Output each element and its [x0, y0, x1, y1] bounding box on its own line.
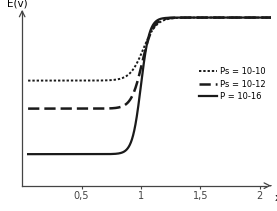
Line: Ps = 10-12: Ps = 10-12: [28, 18, 271, 109]
Line: Ps = 10-10: Ps = 10-10: [28, 18, 271, 81]
Ps = 10-10: [239, 16, 242, 19]
Ps = 10-12: [54, 107, 58, 110]
P = 10-16: [120, 151, 123, 154]
P = 10-16: [270, 16, 273, 19]
Ps = 10-10: [120, 77, 123, 80]
Text: x: x: [275, 193, 277, 203]
Ps = 10-12: [265, 16, 268, 19]
P = 10-16: [265, 16, 268, 19]
Ps = 10-10: [270, 16, 273, 19]
P = 10-16: [54, 153, 58, 156]
Ps = 10-10: [69, 79, 72, 82]
Ps = 10-10: [26, 79, 30, 82]
Ps = 10-10: [54, 79, 58, 82]
Ps = 10-12: [26, 107, 30, 110]
Ps = 10-12: [130, 95, 134, 98]
Ps = 10-10: [265, 16, 268, 19]
P = 10-16: [26, 153, 30, 156]
Ps = 10-12: [69, 107, 72, 110]
Ps = 10-10: [130, 70, 134, 72]
Ps = 10-12: [239, 16, 242, 19]
P = 10-16: [239, 16, 242, 19]
P = 10-16: [130, 138, 134, 141]
Legend: Ps = 10-10, Ps = 10-12, P = 10-16: Ps = 10-10, Ps = 10-12, P = 10-16: [199, 67, 266, 101]
P = 10-16: [69, 153, 72, 156]
Text: E(v): E(v): [7, 0, 28, 9]
Ps = 10-12: [120, 106, 123, 108]
Line: P = 10-16: P = 10-16: [28, 18, 271, 154]
Ps = 10-12: [270, 16, 273, 19]
